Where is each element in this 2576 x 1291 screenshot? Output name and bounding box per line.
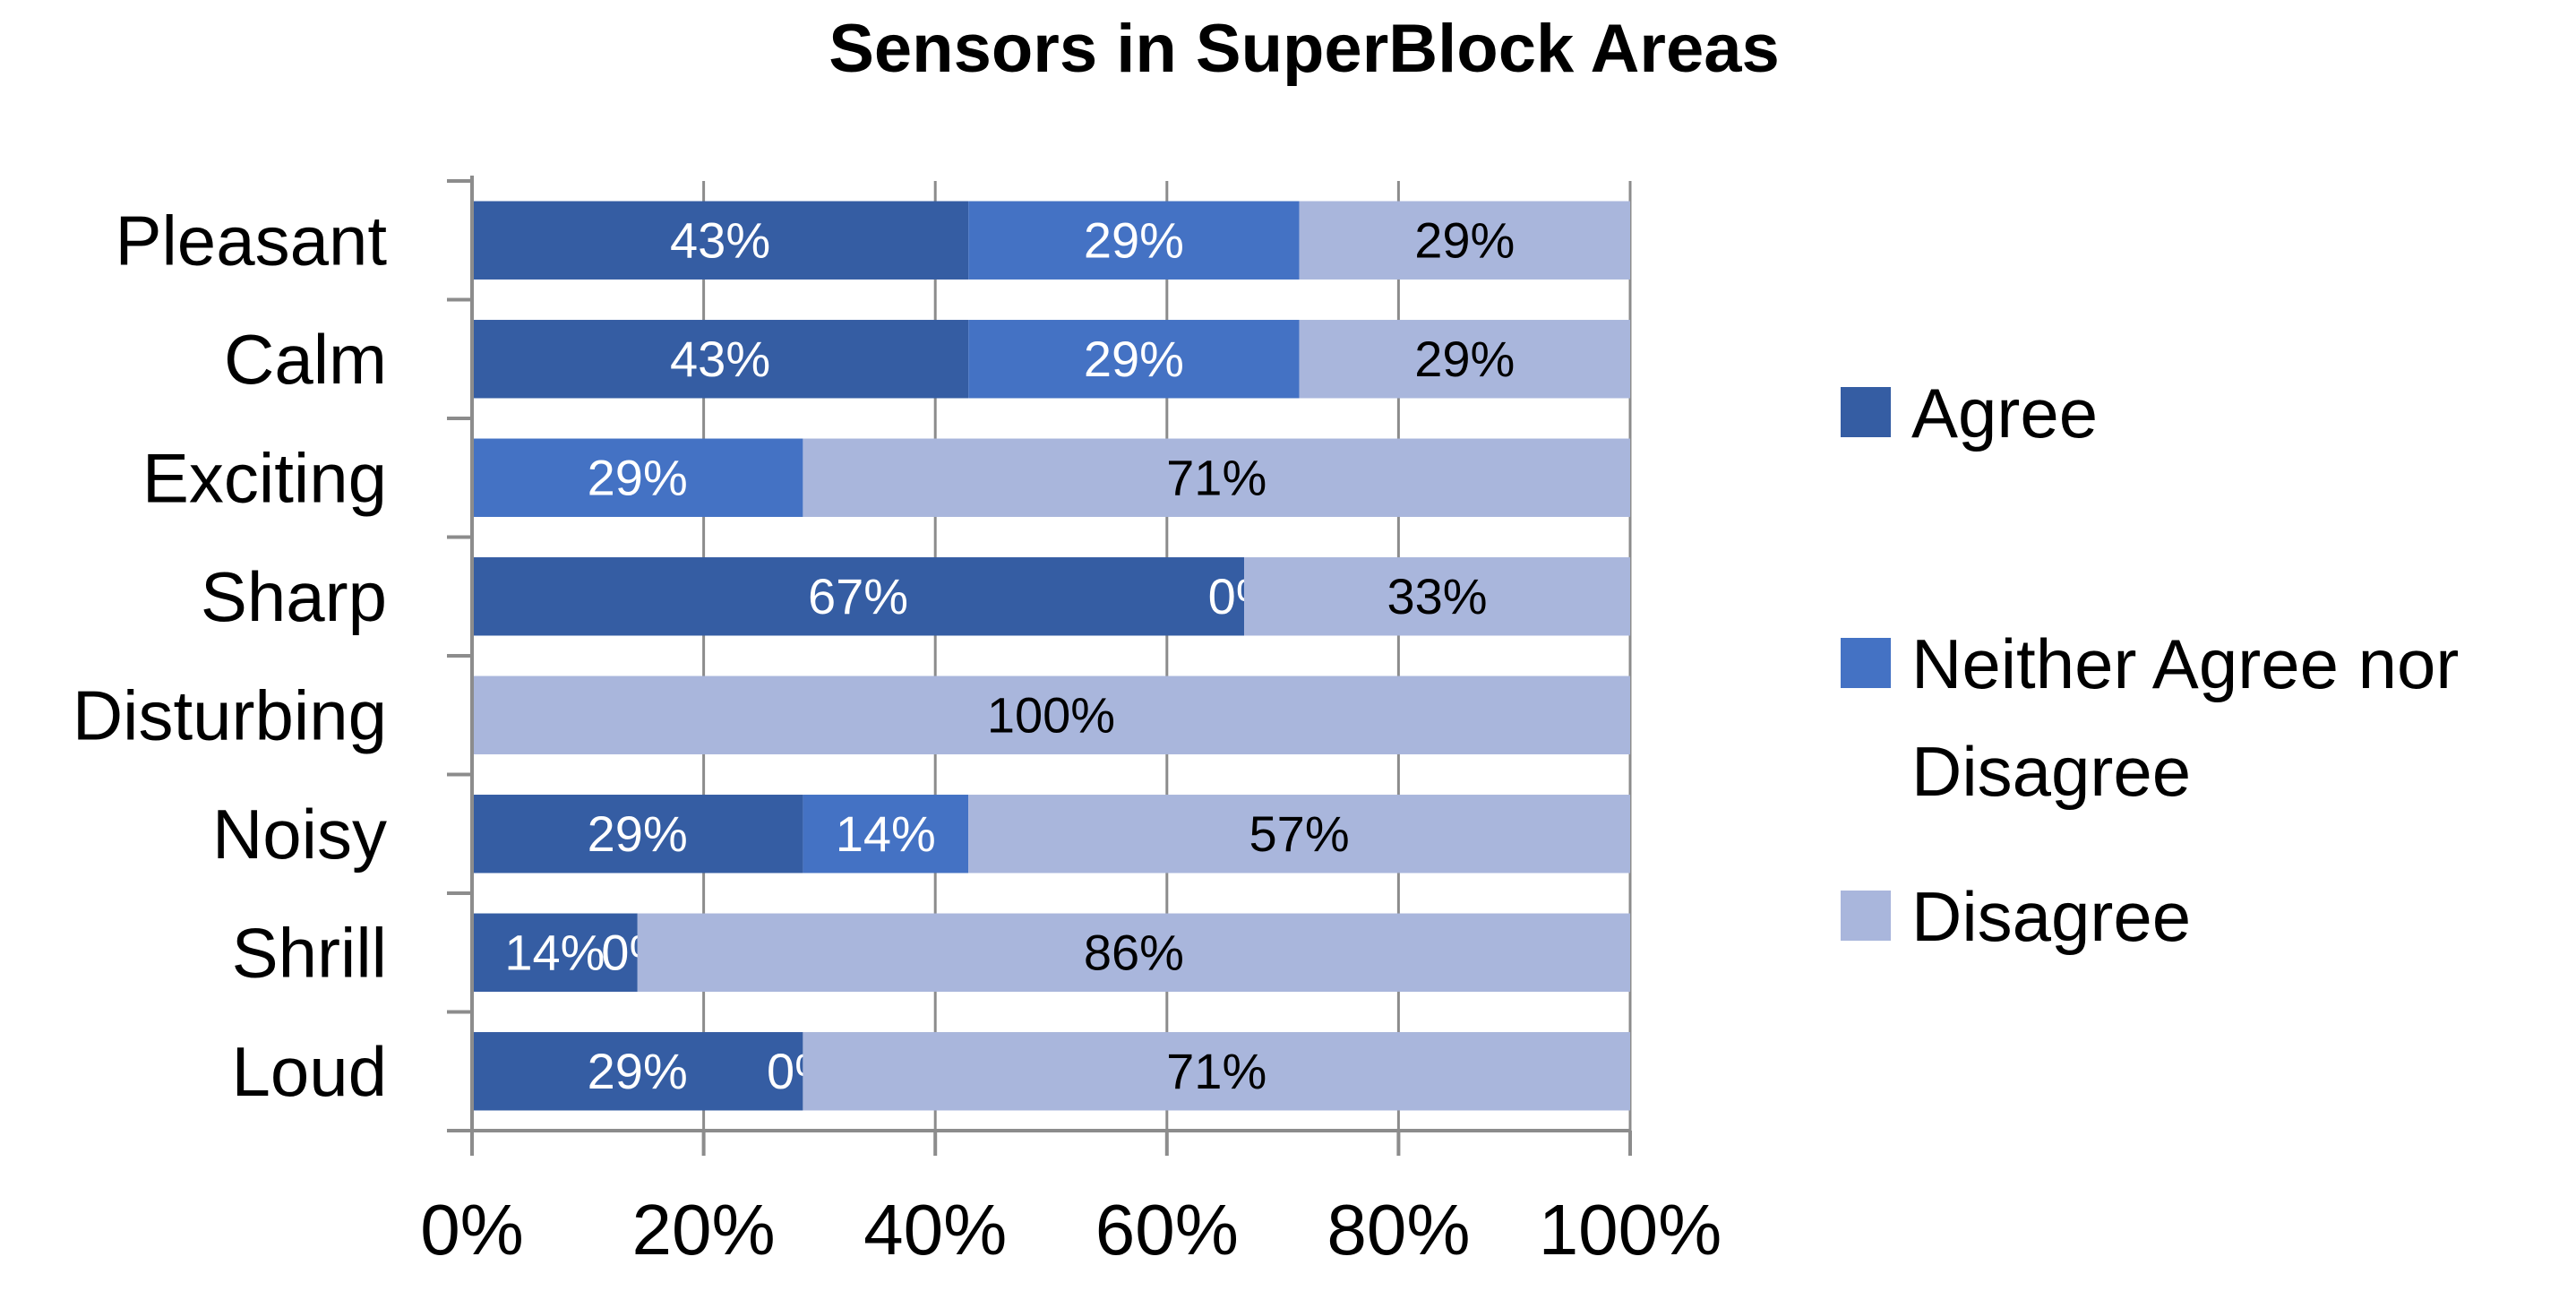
bar-segment (968, 320, 1300, 399)
category-label: Disturbing (73, 676, 387, 754)
category-label: Shrill (232, 913, 387, 992)
data-label: 71% (1166, 1043, 1267, 1099)
bar-segment (968, 795, 1630, 874)
data-label: 29% (588, 449, 688, 505)
data-label: 29% (1084, 211, 1184, 268)
data-label: 43% (670, 331, 770, 387)
bar-segment (472, 795, 803, 874)
bar-segment (803, 795, 969, 874)
data-label: 29% (1414, 211, 1515, 268)
data-label: 29% (588, 805, 688, 862)
x-tick-label: 100% (1539, 1190, 1722, 1269)
category-label: Calm (224, 320, 387, 399)
legend-label: Disagree (1911, 732, 2191, 811)
data-label: 29% (1084, 331, 1184, 387)
chart-title: Sensors in SuperBlock Areas (829, 11, 1780, 87)
x-tick-label: 0% (420, 1190, 524, 1269)
legend-label: Agree (1911, 374, 2098, 452)
bar-segment (472, 201, 969, 280)
category-label: Sharp (201, 557, 387, 636)
bar-segment (472, 320, 969, 399)
data-label: 71% (1166, 449, 1267, 505)
data-label: 14% (504, 924, 605, 980)
category-label: Noisy (212, 795, 387, 874)
bar-segment (472, 676, 1630, 754)
legend-label: Disagree (1911, 877, 2191, 956)
category-labels: Pleasant Calm Exciting Sharp Disturbing Noisy… (73, 201, 387, 1111)
data-label: 29% (588, 1043, 688, 1099)
bar-segment (1244, 557, 1630, 636)
x-tick-label: 40% (863, 1190, 1007, 1269)
x-tick-labels: 0% 20% 40% 60% 80% 100% (420, 1190, 1722, 1269)
bar-segment (472, 1032, 803, 1111)
data-label: 43% (670, 211, 770, 268)
category-label: Exciting (142, 438, 387, 517)
legend-swatch (1841, 638, 1891, 688)
legend: Agree Neither Agree nor Disagree Disagree (1841, 374, 2459, 956)
bar-segment (637, 913, 1630, 992)
bar-segment (803, 438, 1630, 517)
data-label: 33% (1387, 568, 1487, 624)
category-label: Loud (231, 1032, 387, 1111)
data-label: 100% (987, 686, 1115, 743)
bar-segment (1299, 201, 1630, 280)
x-tick-label: 20% (632, 1190, 776, 1269)
bar-segment (1299, 320, 1630, 399)
bar-segment (472, 913, 638, 992)
x-tick-label: 60% (1095, 1190, 1239, 1269)
bar-segment (803, 1032, 1630, 1111)
bars: 43%29%29%43%29%29%0%29%71%67%0%33%0%0%10… (470, 201, 1630, 1111)
data-label: 14% (836, 805, 936, 862)
data-label: 57% (1249, 805, 1350, 862)
bar-segment (472, 438, 803, 517)
x-tick-label: 80% (1327, 1190, 1470, 1269)
axes (447, 176, 1632, 1156)
data-label: 86% (1084, 924, 1184, 980)
bar-segment (472, 557, 1245, 636)
category-label: Pleasant (115, 201, 387, 280)
legend-swatch (1841, 891, 1891, 941)
data-label: 67% (808, 568, 908, 624)
bar-segment (968, 201, 1300, 280)
legend-label: Neither Agree nor (1911, 624, 2459, 703)
data-label: 29% (1414, 331, 1515, 387)
legend-swatch (1841, 387, 1891, 437)
